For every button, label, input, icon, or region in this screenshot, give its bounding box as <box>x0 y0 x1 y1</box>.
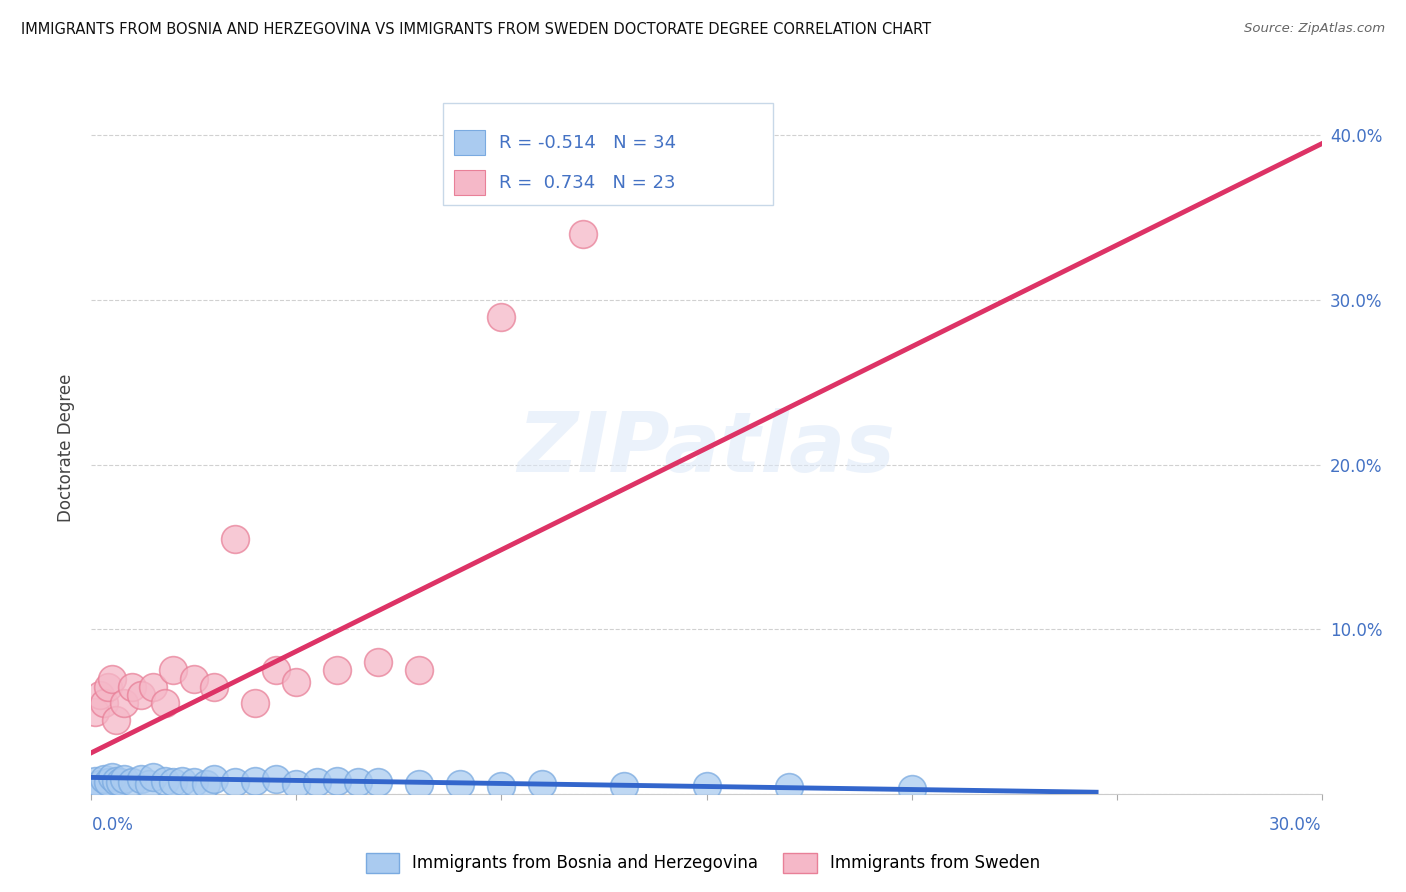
Point <box>408 777 430 791</box>
Point <box>162 664 184 678</box>
Point <box>491 310 513 324</box>
Point <box>572 227 595 242</box>
Point <box>112 697 135 711</box>
Point <box>170 773 193 788</box>
Point <box>183 775 205 789</box>
Point <box>105 713 127 727</box>
Point <box>101 672 124 686</box>
Point <box>613 779 636 793</box>
Text: 30.0%: 30.0% <box>1270 816 1322 834</box>
Text: 0.0%: 0.0% <box>91 816 134 834</box>
Point <box>326 773 349 788</box>
Point <box>367 775 389 789</box>
Point <box>108 775 131 789</box>
Point <box>326 664 349 678</box>
Point <box>112 772 135 786</box>
Point <box>93 772 115 786</box>
Point <box>84 705 107 719</box>
Point <box>224 775 246 789</box>
Point <box>129 772 152 786</box>
Point <box>142 771 165 785</box>
Point <box>138 777 160 791</box>
Text: ZIPatlas: ZIPatlas <box>517 408 896 489</box>
Point <box>97 680 120 694</box>
Point <box>84 773 107 788</box>
Point <box>531 777 554 791</box>
Point <box>101 771 124 785</box>
Point <box>449 777 471 791</box>
Point <box>900 781 922 796</box>
Point <box>367 655 389 669</box>
Text: Source: ZipAtlas.com: Source: ZipAtlas.com <box>1244 22 1385 36</box>
Text: R = -0.514   N = 34: R = -0.514 N = 34 <box>499 134 676 152</box>
Text: R =  0.734   N = 23: R = 0.734 N = 23 <box>499 174 676 192</box>
Point <box>129 688 152 702</box>
Legend: Immigrants from Bosnia and Herzegovina, Immigrants from Sweden: Immigrants from Bosnia and Herzegovina, … <box>359 847 1047 880</box>
Point <box>202 772 225 786</box>
Point <box>305 775 328 789</box>
Point <box>142 680 165 694</box>
Point <box>285 777 308 791</box>
Point <box>491 779 513 793</box>
Point <box>121 775 143 789</box>
Point <box>285 675 308 690</box>
Point <box>195 777 218 791</box>
Point <box>97 775 120 789</box>
Point <box>183 672 205 686</box>
Point <box>202 680 225 694</box>
Point <box>89 777 111 791</box>
Point <box>245 697 267 711</box>
Point <box>695 779 717 793</box>
Point <box>121 680 143 694</box>
Point <box>264 664 287 678</box>
Point <box>93 697 115 711</box>
Point <box>408 664 430 678</box>
Point <box>153 773 177 788</box>
Point <box>245 773 267 788</box>
Point <box>153 697 177 711</box>
Point <box>105 773 127 788</box>
Text: IMMIGRANTS FROM BOSNIA AND HERZEGOVINA VS IMMIGRANTS FROM SWEDEN DOCTORATE DEGRE: IMMIGRANTS FROM BOSNIA AND HERZEGOVINA V… <box>21 22 931 37</box>
Point <box>162 775 184 789</box>
Point <box>89 688 111 702</box>
Point <box>778 780 800 795</box>
Y-axis label: Doctorate Degree: Doctorate Degree <box>58 374 76 523</box>
Point <box>264 772 287 786</box>
Point <box>224 532 246 546</box>
Point <box>347 775 370 789</box>
